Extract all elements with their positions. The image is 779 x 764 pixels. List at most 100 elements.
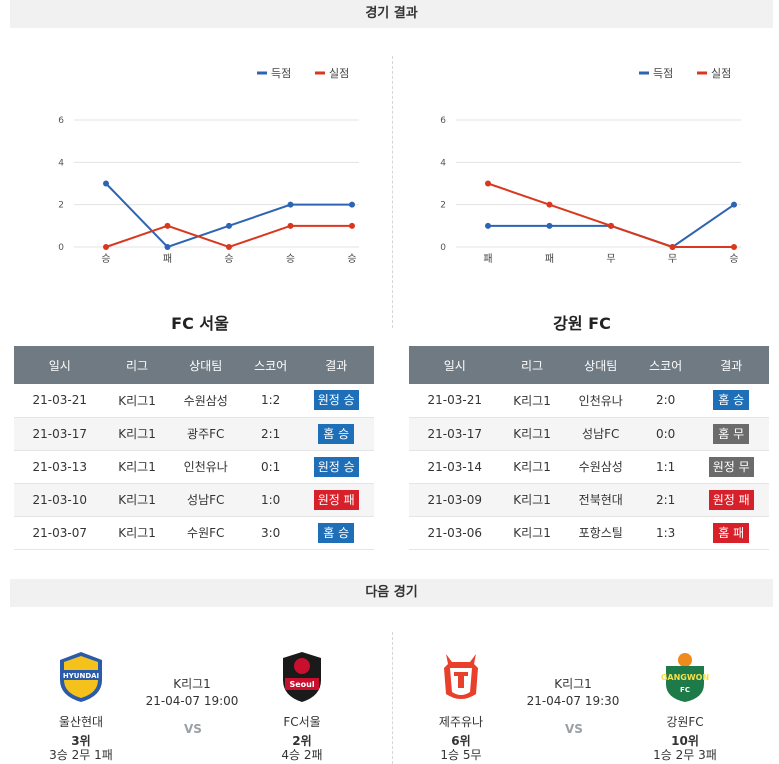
result-badge: 원정 패	[708, 489, 754, 510]
x-tick-label: 패	[483, 253, 492, 265]
result-badge: 원정 무	[708, 456, 754, 477]
header-score: 스코어	[637, 346, 694, 384]
match-datetime: 21-04-07 19:00	[145, 694, 239, 708]
cell-score: 2:0	[637, 384, 694, 418]
header-result: 결과	[298, 346, 374, 384]
data-point-scored	[103, 180, 109, 187]
svg-text:GANGWON: GANGWON	[661, 673, 709, 682]
data-point-conceded	[608, 222, 614, 229]
x-tick-label: 승	[224, 253, 233, 265]
series-line-conceded	[105, 224, 352, 249]
x-tick-label: 승	[101, 253, 110, 265]
chart-svg: 득점 실점 0 2 4 6 승 패 승 승 승	[58, 67, 359, 265]
cell-result: 원정 패	[693, 483, 769, 517]
data-point-conceded	[546, 201, 553, 208]
table-row: 21-03-07 K리그1 수원FC 3:0 홈 승	[14, 516, 374, 550]
cell-league: K리그1	[105, 483, 169, 517]
x-tick-label: 패	[545, 253, 554, 265]
team-record: 1승 5무	[440, 748, 482, 762]
match-league: K리그1	[554, 677, 592, 691]
data-point-conceded	[164, 222, 171, 229]
cell-opponent: 인천유나	[563, 384, 638, 418]
table-row: 21-03-10 K리그1 성남FC 1:0 원정 패	[14, 483, 374, 517]
cell-score: 2:1	[637, 483, 694, 517]
cell-result: 홈 패	[693, 516, 769, 550]
svg-text:Seoul: Seoul	[289, 680, 314, 689]
team-rank: 3위	[71, 734, 91, 748]
y-tick-label: 6	[440, 116, 446, 126]
away-team-gangwon[interactable]: GANGWON FC 강원FC 10위 1승 2무 3패	[635, 650, 735, 762]
cell-opponent: 수원삼성	[168, 384, 243, 418]
data-point-conceded	[731, 244, 737, 250]
cell-opponent: 광주FC	[168, 417, 243, 451]
cell-score: 1:2	[242, 384, 299, 418]
table-row: 21-03-14 K리그1 수원삼성 1:1 원정 무	[409, 450, 769, 484]
cell-opponent: 성남FC	[168, 483, 243, 517]
cell-opponent: 전북현대	[563, 483, 638, 517]
cell-score: 1:3	[637, 516, 694, 550]
result-badge: 원정 승	[313, 390, 359, 411]
results-table-left: 일시 리그 상대팀 스코어 결과 21-03-21 K리그1 수원삼성 1:2 원정 승…	[14, 346, 374, 550]
cell-result: 홈 승	[298, 516, 374, 550]
cell-result: 원정 승	[298, 384, 374, 418]
table-row: 21-03-17 K리그1 광주FC 2:1 홈 승	[14, 417, 374, 451]
table-header-row: 일시 리그 상대팀 스코어 결과	[409, 346, 769, 384]
header-opponent: 상대팀	[168, 346, 243, 384]
home-team-jeju[interactable]: 제주유나 6위 1승 5무	[411, 650, 511, 762]
match-info-2: K리그1 21-04-07 19:30	[513, 675, 633, 708]
cell-score: 3:0	[242, 516, 299, 550]
y-tick-label: 6	[58, 116, 64, 126]
team-title-left: FC 서울	[171, 314, 229, 333]
cell-score: 1:1	[637, 450, 694, 484]
gangwon-results-chart: 득점 실점 0 2 4 6 패 패 무 무 승	[396, 50, 766, 310]
cell-opponent: 포항스틸	[563, 516, 638, 550]
table-row: 21-03-21 K리그1 수원삼성 1:2 원정 승	[14, 384, 374, 418]
match-league: K리그1	[173, 677, 211, 691]
fc-seoul-logo-icon: Seoul	[283, 652, 321, 702]
y-tick-label: 0	[58, 243, 64, 253]
data-point-conceded	[669, 244, 676, 250]
result-badge: 홈 패	[713, 522, 750, 543]
cell-date: 21-03-09	[409, 483, 501, 517]
team-record: 4승 2패	[281, 748, 323, 762]
team-name: 제주유나	[438, 715, 484, 729]
x-tick-label: 무	[668, 254, 677, 265]
cell-league: K리그1	[105, 516, 169, 550]
cell-league: K리그1	[500, 417, 564, 451]
cell-league: K리그1	[500, 483, 564, 517]
x-tick-label: 승	[729, 253, 738, 265]
svg-text:HYUNDAI: HYUNDAI	[63, 672, 99, 680]
result-badge: 원정 승	[313, 456, 359, 477]
cell-date: 21-03-06	[409, 516, 501, 550]
header-result: 결과	[693, 346, 769, 384]
cell-result: 홈 무	[693, 417, 769, 451]
series-line-conceded	[487, 182, 734, 248]
series-line-scored	[105, 182, 352, 249]
header-score: 스코어	[242, 346, 299, 384]
cell-date: 21-03-21	[409, 384, 501, 418]
x-tick-label: 패	[163, 253, 172, 265]
y-tick-label: 0	[440, 243, 446, 253]
legend-label: 실점	[329, 67, 349, 80]
cell-opponent: 수원삼성	[563, 450, 638, 484]
team-rank: 10위	[671, 734, 699, 748]
table-header-row: 일시 리그 상대팀 스코어 결과	[14, 346, 374, 384]
cell-score: 1:0	[242, 483, 299, 517]
table-row: 21-03-17 K리그1 성남FC 0:0 홈 무	[409, 417, 769, 451]
data-point-conceded	[103, 244, 109, 250]
legend-label: 실점	[711, 67, 731, 80]
cell-date: 21-03-07	[14, 516, 106, 550]
y-tick-label: 2	[58, 201, 64, 211]
cell-opponent: 수원FC	[168, 516, 243, 550]
data-point-scored	[546, 222, 553, 229]
team-title-right: 강원 FC	[553, 314, 611, 333]
data-point-conceded	[287, 222, 294, 229]
jeju-logo-icon	[444, 654, 478, 699]
cell-result: 원정 승	[298, 450, 374, 484]
data-point-conceded	[349, 222, 355, 229]
home-team-ulsan[interactable]: HYUNDAI 울산현대 3위 3승 2무 1패	[31, 650, 131, 762]
legend-label: 득점	[653, 67, 673, 80]
away-team-fcseoul[interactable]: Seoul FC서울 2위 4승 2패	[252, 650, 352, 762]
header-date: 일시	[14, 346, 106, 384]
